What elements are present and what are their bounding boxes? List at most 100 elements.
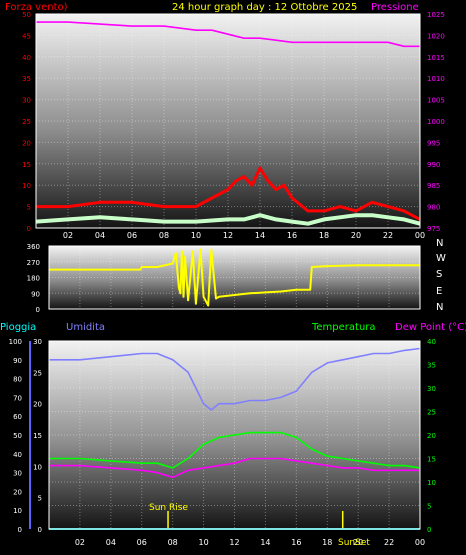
pressure-tick-label: 1020 [427, 32, 445, 40]
humidity-tick-label: 10 [33, 463, 42, 471]
temperature-tick-label: 25 [427, 409, 436, 417]
series-group [35, 21, 421, 226]
pressure-tick-label: 1025 [427, 11, 445, 19]
rain-label: Pioggia [0, 322, 36, 333]
humidity-tick-label: 15 [33, 432, 42, 440]
axis-ticks: 02 04 06 08 10 12 14 16 18 20 22 000102030405060708… [9, 338, 436, 547]
rain-tick-label: 100 [9, 338, 22, 346]
x-tick-label: 12 [223, 231, 233, 240]
rain-tick-label: 40 [13, 451, 22, 459]
x-tick-label: 16 [287, 231, 297, 240]
series-line [49, 457, 420, 479]
wind-pressure-panel: 02 04 06 08 10 12 14 16 18 20 22 000510152025303540… [5, 2, 445, 240]
compass-label: E [436, 286, 442, 297]
wind-tick-label: 50 [22, 11, 31, 19]
temperature-tick-label: 15 [427, 456, 436, 464]
temperature-tick-label: 0 [427, 526, 431, 534]
pressure-tick-label: 995 [427, 139, 440, 147]
x-tick-label: 14 [260, 538, 270, 547]
wind-tick-label: 30 [22, 97, 31, 105]
pressure-tick-label: 990 [427, 161, 440, 169]
x-tick-label: 08 [159, 231, 169, 240]
series-line [36, 21, 420, 48]
sun-set-annotation: SunSet [338, 538, 370, 548]
x-tick-label: 04 [106, 538, 116, 547]
temperature-tick-label: 40 [427, 338, 436, 346]
series-group [49, 248, 420, 307]
x-tick-label: 00 [415, 538, 425, 547]
x-tick-label: 08 [168, 538, 178, 547]
rain-tick-label: 50 [13, 432, 22, 440]
sun-rise-annotation: Sun Rise [149, 503, 188, 513]
x-tick-label: 18 [322, 538, 332, 547]
x-tick-label: 10 [191, 231, 201, 240]
x-tick-label: 04 [95, 231, 105, 240]
direction-tick-label: 90 [31, 290, 40, 298]
rain-tick-label: 10 [13, 507, 22, 515]
pressure-tick-label: 980 [427, 204, 440, 212]
temperature-humidity-panel: 02 04 06 08 10 12 14 16 18 20 22 000102030405060708… [0, 322, 466, 548]
pressure-tick-label: 1000 [427, 118, 445, 126]
plot-frame [48, 245, 421, 310]
plot-frame [35, 13, 421, 229]
series-line [49, 347, 421, 411]
wind-tick-label: 45 [22, 32, 31, 40]
pressure-tick-label: 1005 [427, 97, 445, 105]
series-line [49, 248, 420, 307]
x-tick-label: 18 [319, 231, 329, 240]
plot-frame [48, 340, 421, 530]
grid-lines [36, 14, 420, 228]
series-line [36, 166, 421, 221]
x-tick-label: 00 [415, 231, 425, 240]
x-tick-label: 20 [353, 538, 363, 547]
rain-tick-label: 30 [13, 470, 22, 478]
wind-tick-label: 40 [22, 54, 31, 62]
grid-lines [49, 246, 420, 309]
temperature-tick-label: 5 [427, 503, 431, 511]
wind-tick-label: 20 [22, 139, 31, 147]
compass-label: S [436, 269, 442, 280]
direction-tick-label: 180 [27, 275, 40, 283]
plot-background [49, 246, 420, 309]
axis-ticks: 02 04 06 08 10 12 14 16 18 20 22 000510152025303540… [22, 11, 445, 240]
wind-tick-label: 25 [22, 118, 31, 126]
rain-tick-label: 70 [13, 394, 22, 402]
x-tick-label: 02 [63, 231, 73, 240]
humidity-tick-label: 25 [33, 369, 42, 377]
compass-label: N [436, 302, 443, 313]
pressure-tick-label: 985 [427, 182, 440, 190]
pressure-tick-label: 975 [427, 225, 440, 233]
x-tick-label: 22 [384, 538, 394, 547]
x-tick-label: 02 [75, 538, 85, 547]
x-tick-label: 22 [383, 231, 393, 240]
temperature-tick-label: 35 [427, 362, 436, 370]
wind-tick-label: 5 [27, 204, 31, 212]
rain-tick-label: 90 [13, 357, 22, 365]
x-tick-label: 14 [255, 231, 265, 240]
humidity-tick-label: 5 [38, 495, 42, 503]
plot-background [36, 14, 420, 228]
series-line [49, 431, 421, 469]
wind-tick-label: 15 [22, 161, 31, 169]
rain-tick-label: 20 [13, 488, 22, 496]
humidity-tick-label: 30 [33, 338, 42, 346]
x-tick-label: 20 [351, 231, 361, 240]
rain-tick-label: 60 [13, 413, 22, 421]
wind-tick-label: 35 [22, 75, 31, 83]
x-tick-label: 06 [137, 538, 147, 547]
series-line [35, 213, 421, 226]
dew-point-label: Dew Point (°C) [395, 322, 466, 333]
pressure-tick-label: 1015 [427, 54, 445, 62]
direction-tick-label: 360 [27, 243, 40, 251]
temperature-tick-label: 20 [427, 432, 436, 440]
direction-tick-label: 0 [36, 306, 40, 314]
compass-label: W [436, 253, 446, 264]
x-tick-label: 12 [229, 538, 239, 547]
x-tick-label: 06 [127, 231, 137, 240]
x-tick-label: 16 [291, 538, 301, 547]
wind-axis-label: Forza vento) [5, 2, 68, 13]
temperature-tick-label: 10 [427, 479, 436, 487]
